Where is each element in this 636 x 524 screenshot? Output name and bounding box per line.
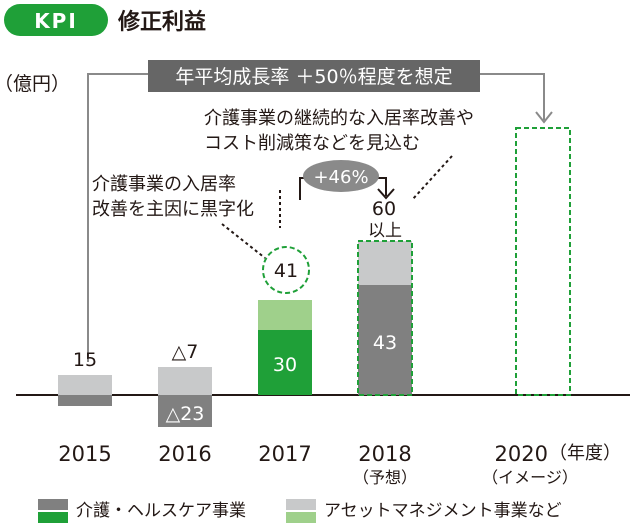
xtick-2018-note: （予想）	[353, 468, 417, 487]
note-2018-line2: コスト削減策などを見込む	[204, 133, 420, 154]
bar-2020-image	[515, 127, 571, 396]
label-2017-kaigo: 30	[273, 354, 297, 376]
label-2018-total-note: 以上	[368, 221, 402, 241]
growth-plan-arrowhead	[535, 111, 553, 124]
bar-2017-asset	[258, 300, 312, 330]
kpi-badge-label: KPI	[34, 9, 78, 33]
bar-2017-kaigo	[258, 330, 312, 395]
bar-2016-kaigo	[158, 395, 212, 427]
label-2017-total: 41	[274, 260, 298, 282]
label-2016-kaigo: △23	[166, 403, 205, 425]
bar-2018-kaigo	[358, 285, 412, 395]
growth-plan-box	[148, 60, 480, 92]
note-2017-line2: 改善を主因に黒字化	[92, 199, 254, 220]
xtick-2020: 2020	[495, 442, 548, 466]
legend-kaigo-swatch-gray	[38, 499, 68, 510]
kpi-badge	[4, 4, 108, 36]
bar-2015-bottom	[58, 395, 112, 406]
xtick-2020-note: （イメージ）	[482, 468, 578, 487]
legend-asset-label: アセットマネジメント事業など	[324, 501, 562, 521]
bar-2015-top	[58, 375, 112, 395]
label-2015: 15	[73, 349, 97, 371]
growth-plan-label: 年平均成長率 ＋50％程度を想定	[175, 66, 452, 88]
label-growth-2018: +46%	[313, 167, 368, 188]
legend-asset-swatch-green	[286, 512, 316, 523]
note-2017-leader	[221, 223, 266, 259]
legend-kaigo-swatch-green	[38, 512, 68, 523]
label-2018-kaigo: 43	[373, 332, 397, 354]
xtick-2017: 2017	[258, 442, 311, 466]
bar-2018-outline	[357, 240, 413, 396]
xtick-2018: 2018	[358, 442, 411, 466]
growth-oval	[303, 160, 379, 192]
legend-asset-swatch-gray	[286, 499, 316, 510]
note-2018-leader	[411, 155, 453, 201]
bar-2016-asset	[158, 367, 212, 395]
xtick-2015: 2015	[58, 442, 111, 466]
note-2017-line1: 介護事業の入居率	[92, 174, 236, 195]
label-2016-asset: △7	[172, 341, 199, 363]
chart-title: 修正利益	[117, 9, 206, 35]
total-2017-circle	[262, 246, 310, 294]
note-2018-line1: 介護事業の継続的な入居率改善や	[204, 108, 474, 129]
xtick-2016: 2016	[158, 442, 211, 466]
y-axis-unit: （億円）	[0, 73, 70, 95]
x-axis-unit: （年度）	[549, 443, 621, 464]
growth-plan-line-left	[87, 73, 148, 362]
growth-arrowhead	[377, 188, 395, 200]
bar-2018-asset	[358, 241, 412, 285]
legend-kaigo-label: 介護・ヘルスケア事業	[76, 501, 246, 521]
growth-plan-line-right	[480, 73, 545, 120]
label-2018-total: 60	[372, 198, 396, 220]
